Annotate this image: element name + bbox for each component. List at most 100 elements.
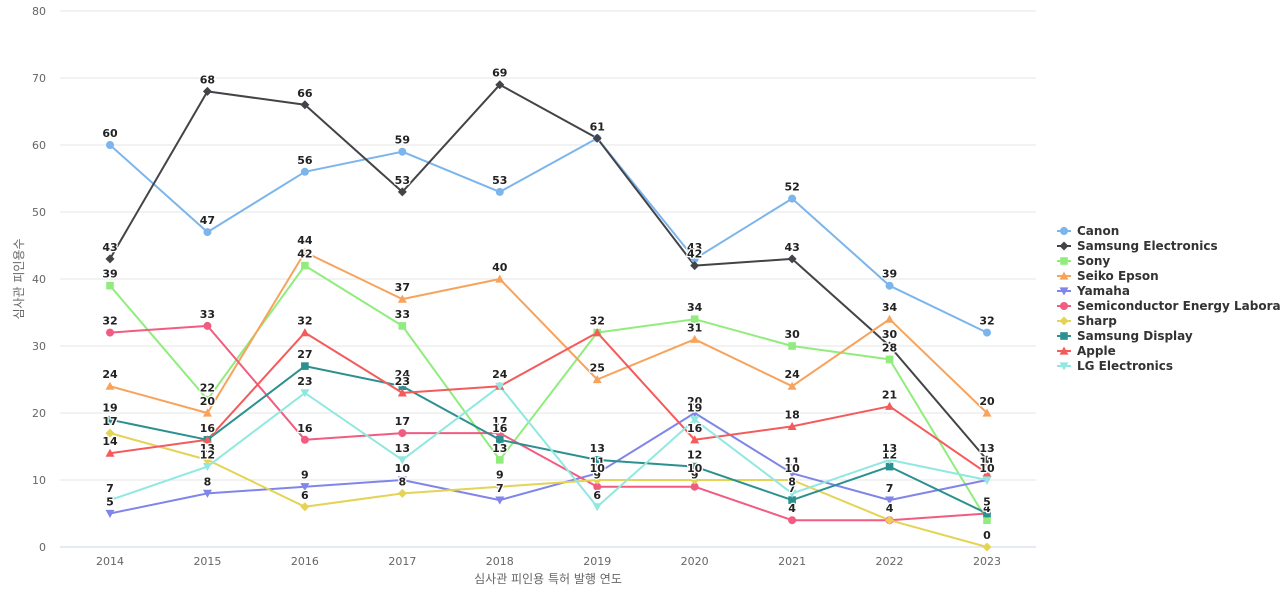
data-label: 47 <box>200 214 215 227</box>
x-tick-label: 2019 <box>583 555 611 568</box>
series-line <box>109 331 988 475</box>
data-point <box>495 382 505 391</box>
y-tick-label: 80 <box>32 5 46 18</box>
series-line <box>109 324 988 522</box>
data-point <box>300 100 310 110</box>
data-point <box>495 496 505 505</box>
data-point <box>690 254 699 263</box>
data-point <box>592 475 602 485</box>
data-label: 60 <box>102 127 118 140</box>
data-point <box>300 389 310 398</box>
series-line <box>109 432 988 548</box>
x-tick-label: 2016 <box>291 555 319 568</box>
data-label: 0 <box>983 529 991 542</box>
legend-label: Yamaha <box>1076 284 1130 298</box>
data-label: 6 <box>593 489 601 502</box>
data-label: 24 <box>492 368 508 381</box>
y-tick-label: 10 <box>32 474 46 487</box>
data-label: 32 <box>102 315 117 328</box>
data-label: 66 <box>297 87 313 100</box>
data-label: 56 <box>297 154 313 167</box>
data-label: 8 <box>788 475 796 488</box>
data-label: 27 <box>297 348 312 361</box>
data-label: 24 <box>492 368 508 381</box>
data-label: 16 <box>687 422 703 435</box>
legend-label: Semiconductor Energy Labora... <box>1077 299 1280 313</box>
data-point <box>690 416 700 425</box>
data-label: 39 <box>882 268 897 281</box>
y-tick-label: 40 <box>32 273 46 286</box>
y-tick-label: 50 <box>32 206 46 219</box>
data-point <box>495 274 505 283</box>
data-point <box>592 328 602 337</box>
data-point <box>106 141 114 149</box>
data-point <box>592 375 602 384</box>
data-label: 18 <box>784 408 799 421</box>
data-point <box>788 496 796 504</box>
data-label: 16 <box>492 422 508 435</box>
data-label: 32 <box>297 315 312 328</box>
data-label: 7 <box>788 482 796 495</box>
data-point <box>203 228 212 237</box>
data-label: 32 <box>979 315 994 328</box>
data-point <box>593 456 602 464</box>
data-point <box>300 328 310 337</box>
series-line <box>109 137 988 334</box>
data-label: 21 <box>882 388 897 401</box>
data-label: 11 <box>590 455 605 468</box>
data-label: 24 <box>395 368 411 381</box>
legend-label: Apple <box>1077 344 1116 358</box>
data-label: 13 <box>590 442 605 455</box>
data-point <box>300 502 310 512</box>
data-point <box>105 496 115 505</box>
data-point <box>301 362 309 370</box>
data-point <box>202 86 212 96</box>
y-axis-ticks: 0 10 20 30 40 50 60 70 80 <box>32 5 46 554</box>
data-label: 10 <box>395 462 411 475</box>
data-point <box>983 328 991 337</box>
x-tick-label: 2021 <box>778 555 806 568</box>
series-line <box>109 251 988 414</box>
x-axis-ticks: 2014 2015 2016 2017 2018 2019 2020 2021 2022 2023 <box>96 555 1001 568</box>
legend-item: LG Electronics <box>1057 359 1173 373</box>
data-point <box>690 462 699 471</box>
grid-lines <box>60 10 1036 481</box>
data-point <box>690 435 700 444</box>
data-label: 20 <box>979 395 995 408</box>
data-label: 17 <box>395 415 410 428</box>
data-point <box>300 435 309 444</box>
data-label: 10 <box>979 462 995 475</box>
data-label: 23 <box>297 375 312 388</box>
x-tick-label: 2015 <box>193 555 221 568</box>
data-point <box>105 428 115 438</box>
data-point <box>982 455 992 465</box>
data-point <box>788 342 796 350</box>
data-point <box>397 456 407 465</box>
series-line <box>109 385 988 508</box>
data-label: 8 <box>399 475 407 488</box>
legend-item: Samsung Display <box>1057 329 1193 343</box>
data-point <box>885 281 894 290</box>
series-markers <box>105 80 992 552</box>
y-tick-label: 0 <box>39 541 46 554</box>
data-label: 34 <box>687 301 703 314</box>
x-tick-label: 2022 <box>876 555 904 568</box>
data-label: 24 <box>102 368 118 381</box>
data-point <box>202 408 212 417</box>
data-point <box>105 448 115 457</box>
x-tick-label: 2018 <box>486 555 514 568</box>
data-point <box>592 469 602 478</box>
series-line <box>109 83 988 461</box>
data-point <box>495 187 504 196</box>
data-point <box>398 322 407 330</box>
data-point <box>106 415 114 424</box>
data-point <box>202 463 212 472</box>
data-point <box>592 133 602 143</box>
legend-marker <box>1060 332 1068 340</box>
data-point <box>885 355 894 364</box>
data-point <box>397 294 407 303</box>
x-tick-label: 2017 <box>388 555 416 568</box>
data-point <box>690 261 700 271</box>
data-point <box>690 409 700 418</box>
legend-marker <box>1059 362 1069 371</box>
